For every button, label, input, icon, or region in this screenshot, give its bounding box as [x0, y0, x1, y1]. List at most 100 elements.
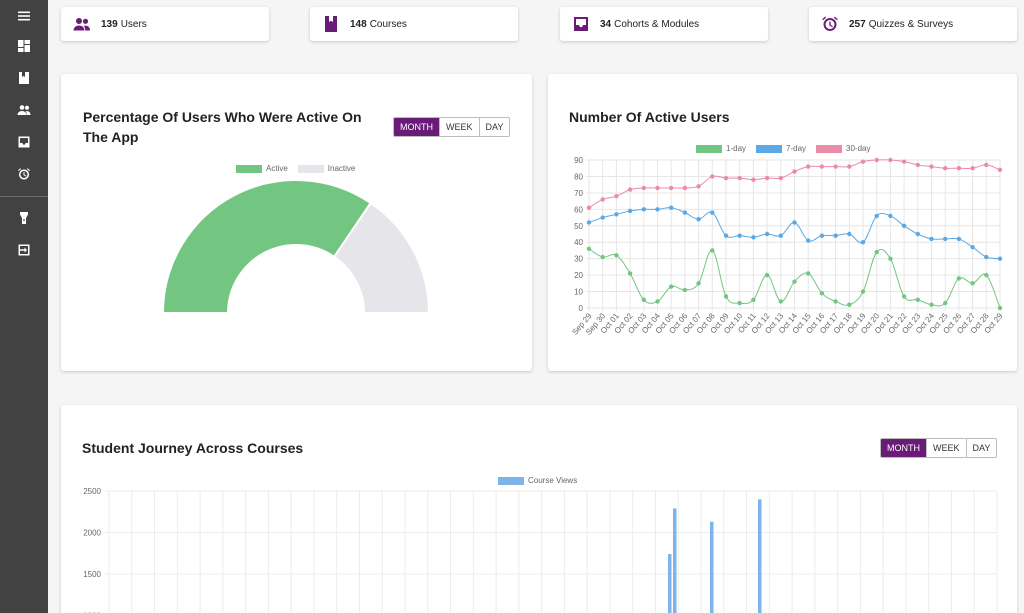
active-card-title-line1: Percentage Of Users Who Were Active On: [83, 109, 362, 125]
data-point-30-day: [655, 185, 660, 191]
stat-card-cohorts[interactable]: 34 Cohorts & Modules: [560, 7, 768, 41]
data-point-7-day: [806, 238, 811, 243]
line-legend: 1-day 7-day 30-day: [696, 144, 881, 153]
data-point-30-day: [819, 164, 825, 169]
data-point-7-day: [819, 233, 825, 238]
active-card-day-button[interactable]: DAY: [478, 118, 510, 136]
data-point-30-day: [710, 174, 715, 179]
data-point-7-day: [792, 220, 797, 225]
journey-card-title: Student Journey Across Courses: [82, 440, 304, 456]
y-tick-label: 0: [579, 304, 584, 313]
data-point-30-day: [641, 185, 646, 191]
data-point-1-day: [737, 300, 742, 306]
data-point-7-day: [614, 212, 619, 217]
data-point-30-day: [723, 175, 729, 181]
sidebar-divider: [0, 196, 48, 197]
data-point-30-day: [915, 162, 920, 168]
menu-icon[interactable]: [0, 0, 48, 32]
active-card-month-button[interactable]: MONTH: [394, 118, 439, 136]
y-tick-label: 90: [574, 156, 583, 165]
data-point-1-day: [600, 254, 605, 260]
alarm-clock-icon[interactable]: [0, 158, 48, 190]
data-point-1-day: [792, 279, 797, 284]
data-point-7-day: [929, 236, 934, 242]
data-point-7-day: [751, 235, 756, 240]
data-point-1-day: [627, 271, 633, 276]
data-point-7-day: [901, 223, 907, 228]
data-point-7-day: [669, 205, 674, 210]
course-views-bar: [668, 554, 672, 613]
inbox-icon[interactable]: [0, 126, 48, 158]
data-point-7-day: [723, 233, 729, 238]
data-point-30-day: [984, 162, 989, 168]
dashboard-icon[interactable]: [0, 30, 48, 62]
stat-card-quizzes[interactable]: 257 Quizzes & Surveys: [809, 7, 1017, 41]
course-views-bar: [673, 508, 677, 613]
data-point-1-day: [929, 302, 934, 307]
data-point-7-day: [696, 217, 701, 222]
data-point-1-day: [956, 276, 962, 281]
data-point-1-day: [847, 302, 852, 307]
courses-label: Courses: [369, 18, 407, 30]
journey-card-month-button[interactable]: MONTH: [881, 439, 926, 457]
data-point-30-day: [682, 185, 688, 191]
y-tick-label: 10: [574, 288, 583, 297]
doughnut-slice-active: [161, 179, 373, 314]
data-point-1-day: [970, 281, 975, 286]
book-icon[interactable]: [0, 62, 48, 94]
legend-label-active: Active: [266, 164, 288, 173]
data-point-7-day: [600, 215, 605, 220]
data-point-30-day: [997, 167, 1003, 173]
data-point-7-day: [833, 233, 838, 238]
data-point-30-day: [888, 157, 893, 163]
inbox-icon: [574, 17, 588, 31]
data-point-1-day: [710, 248, 715, 253]
course-views-bar: [710, 521, 714, 613]
stat-card-courses[interactable]: 148 Courses: [310, 7, 518, 41]
active-users-percentage-card: Percentage Of Users Who Were Active On T…: [61, 74, 532, 371]
data-point-7-day: [737, 233, 742, 238]
data-point-1-day: [696, 281, 701, 286]
data-point-30-day: [806, 164, 811, 169]
y-tick-label: 20: [574, 271, 583, 280]
data-point-30-day: [943, 166, 948, 171]
data-point-7-day: [778, 233, 783, 238]
journey-card-week-button[interactable]: WEEK: [926, 439, 966, 457]
stat-card-users[interactable]: 139 Users: [61, 7, 269, 41]
data-point-1-day: [682, 287, 688, 293]
legend-item-active[interactable]: Active: [236, 164, 288, 173]
data-point-7-day: [710, 210, 715, 215]
journey-card-day-button[interactable]: DAY: [965, 439, 997, 457]
bar-chart-grid: [105, 490, 998, 613]
data-point-1-day: [915, 297, 920, 302]
legend-item-inactive[interactable]: Inactive: [297, 164, 355, 173]
data-point-1-day: [778, 299, 783, 304]
users-icon[interactable]: [0, 94, 48, 126]
data-point-30-day: [764, 175, 770, 181]
data-point-30-day: [792, 169, 797, 174]
data-point-30-day: [669, 185, 674, 191]
legend-label-30-day: 30-day: [846, 144, 871, 153]
y-tick-label: 1500: [83, 570, 101, 579]
data-point-30-day: [737, 175, 742, 181]
data-point-30-day: [600, 197, 605, 202]
legend-item-30-day[interactable]: 30-day: [816, 144, 871, 153]
legend-item-1-day[interactable]: 1-day: [696, 144, 746, 153]
data-point-1-day: [614, 253, 619, 258]
journey-card-period-toggle: MONTH WEEK DAY: [880, 438, 998, 458]
data-point-1-day: [819, 291, 825, 296]
doughnut-legend: Active Inactive: [236, 164, 365, 173]
legend-item-course-views[interactable]: Course Views: [498, 476, 577, 485]
active-card-period-toggle: MONTH WEEK DAY: [393, 117, 511, 137]
data-point-1-day: [833, 299, 838, 304]
legend-item-7-day[interactable]: 7-day: [756, 144, 806, 153]
logout-icon[interactable]: [0, 234, 48, 266]
data-point-1-day: [723, 294, 729, 299]
active-card-week-button[interactable]: WEEK: [439, 118, 479, 136]
data-point-30-day: [901, 159, 907, 164]
flashlight-icon[interactable]: [0, 202, 48, 234]
data-point-7-day: [970, 244, 975, 250]
data-point-30-day: [778, 175, 783, 181]
data-point-7-day: [915, 231, 920, 237]
data-point-7-day: [655, 207, 660, 212]
